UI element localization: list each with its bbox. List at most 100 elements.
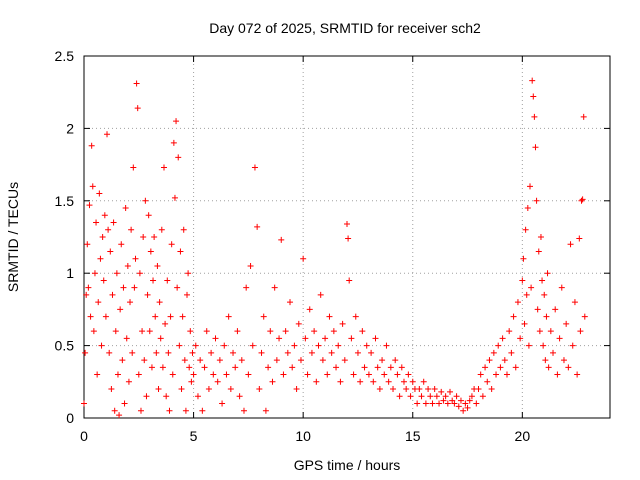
data-point xyxy=(205,386,212,393)
data-point xyxy=(535,248,542,255)
data-point xyxy=(234,328,241,335)
data-point xyxy=(326,313,333,320)
data-point xyxy=(451,400,458,407)
data-point xyxy=(189,349,196,356)
data-point xyxy=(372,335,379,342)
y-axis-label: SRMTID / TECUs xyxy=(5,182,21,292)
plot-area xyxy=(83,55,611,419)
data-point xyxy=(522,226,529,233)
data-point xyxy=(90,328,97,335)
data-point xyxy=(137,407,144,414)
data-point xyxy=(114,371,121,378)
data-point xyxy=(365,371,372,378)
y-tick-label: 1.5 xyxy=(55,193,75,209)
data-point xyxy=(503,371,510,378)
data-point xyxy=(185,270,192,277)
data-point xyxy=(577,328,584,335)
data-point xyxy=(368,349,375,356)
data-point xyxy=(328,349,335,356)
data-point xyxy=(122,205,129,212)
data-point xyxy=(112,328,119,335)
data-point xyxy=(143,393,150,400)
data-point xyxy=(287,299,294,306)
data-point xyxy=(89,183,96,190)
data-point xyxy=(455,403,462,410)
data-point xyxy=(87,313,94,320)
data-point xyxy=(214,378,221,385)
data-point xyxy=(124,262,131,269)
data-point xyxy=(98,342,105,349)
data-point xyxy=(567,241,574,248)
data-point xyxy=(333,364,340,371)
data-point xyxy=(85,284,92,291)
data-point xyxy=(160,164,167,171)
data-point xyxy=(425,386,432,393)
data-point xyxy=(225,313,232,320)
data-point xyxy=(574,371,581,378)
data-point xyxy=(569,342,576,349)
data-point xyxy=(302,335,309,342)
data-point xyxy=(531,113,538,120)
data-point xyxy=(433,393,440,400)
data-point xyxy=(440,397,447,404)
axis-tick-labels: 0 5 10 15 20 0 0.5 1 1.5 2 2.5 xyxy=(55,48,531,444)
data-point xyxy=(147,248,154,255)
data-point xyxy=(409,378,416,385)
data-point xyxy=(111,407,118,414)
data-point xyxy=(104,131,111,138)
data-point xyxy=(497,364,504,371)
data-point xyxy=(136,270,143,277)
data-point xyxy=(135,371,142,378)
data-point xyxy=(179,313,186,320)
data-point xyxy=(223,371,230,378)
data-point xyxy=(335,342,342,349)
data-point xyxy=(313,378,320,385)
data-point xyxy=(254,223,261,230)
data-point xyxy=(527,183,534,190)
data-point xyxy=(84,241,91,248)
data-point xyxy=(552,306,559,313)
x-tick-label: 5 xyxy=(190,428,198,444)
data-point xyxy=(153,349,160,356)
data-point xyxy=(165,349,172,356)
data-point xyxy=(361,364,368,371)
data-point xyxy=(578,197,585,204)
data-point xyxy=(581,313,588,320)
data-point xyxy=(140,234,147,240)
data-point xyxy=(319,357,326,364)
data-point xyxy=(571,299,578,306)
data-point xyxy=(167,313,174,320)
data-point xyxy=(168,241,175,248)
data-point xyxy=(420,378,427,385)
data-point xyxy=(113,270,120,277)
data-point xyxy=(271,284,278,291)
data-point xyxy=(339,320,346,327)
data-point xyxy=(121,400,128,407)
data-point xyxy=(545,364,552,371)
x-tick-label: 15 xyxy=(405,428,421,444)
data-point xyxy=(464,404,471,411)
data-point xyxy=(370,378,377,385)
data-point xyxy=(457,397,464,404)
data-point xyxy=(119,357,126,364)
data-point xyxy=(346,277,353,284)
data-point xyxy=(359,328,366,335)
data-point xyxy=(429,400,436,407)
data-point xyxy=(324,371,331,378)
data-point xyxy=(354,349,361,356)
y-tick-label: 2.5 xyxy=(55,48,75,64)
data-point xyxy=(381,371,388,378)
data-point xyxy=(300,255,307,262)
data-point xyxy=(265,364,272,371)
y-tick-label: 0.5 xyxy=(55,338,75,354)
data-point xyxy=(576,235,583,242)
data-point xyxy=(105,226,112,233)
x-tick-label: 20 xyxy=(515,428,531,444)
data-point xyxy=(510,313,517,320)
data-point xyxy=(194,393,201,400)
data-point xyxy=(86,202,93,209)
data-point xyxy=(532,144,539,151)
data-point xyxy=(311,328,318,335)
data-point xyxy=(422,400,429,407)
data-point xyxy=(482,364,489,371)
